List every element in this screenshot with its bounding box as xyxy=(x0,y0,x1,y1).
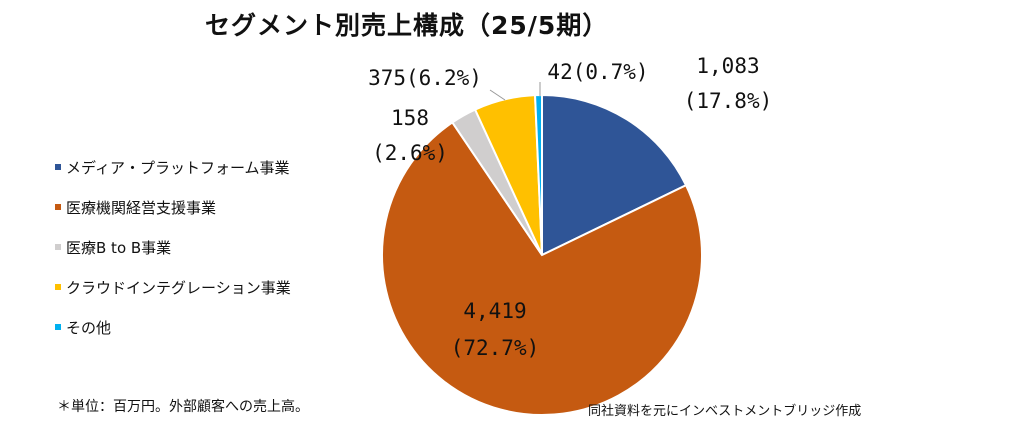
legend-label: その他 xyxy=(66,318,112,337)
legend-item: 医療B to B事業 xyxy=(55,237,291,257)
legend-swatch xyxy=(55,204,61,210)
legend-item: 医療機関経営支援事業 xyxy=(55,197,291,217)
legend-label: クラウドインテグレーション事業 xyxy=(66,278,291,297)
legend-item: メディア・プラットフォーム事業 xyxy=(55,157,291,177)
legend-swatch xyxy=(55,244,61,250)
legend-label: メディア・プラットフォーム事業 xyxy=(66,158,290,177)
unit-note: ＊単位：百万円。外部顧客への売上高。 xyxy=(57,399,309,415)
data-label: 42(0.7%) xyxy=(547,60,648,84)
data-label-percent: (17.8%) xyxy=(684,89,773,113)
data-label-percent: (72.7%) xyxy=(451,336,540,360)
legend-item: その他 xyxy=(55,317,291,337)
data-label-percent: (2.6%) xyxy=(372,141,448,165)
legend: メディア・プラットフォーム事業 医療機関経営支援事業 医療B to B事業クラウドイ… xyxy=(55,157,291,357)
label-leader-line xyxy=(489,89,506,101)
pie-slice xyxy=(381,121,703,416)
legend-swatch xyxy=(55,164,61,170)
legend-label: 医療B to B事業 xyxy=(66,238,172,257)
chart-title: セグメント別売上構成（25/5期） xyxy=(205,11,609,40)
data-label: 375(6.2%) xyxy=(368,66,482,90)
data-label-value: 4,419 xyxy=(463,299,526,323)
data-label-value: 158 xyxy=(391,106,429,130)
legend-item: クラウドインテグレーション事業 xyxy=(55,277,291,297)
data-label-value: 1,083 xyxy=(696,54,759,78)
legend-swatch xyxy=(55,324,61,330)
legend-label: 医療機関経営支援事業 xyxy=(66,198,217,217)
source-note: 同社資料を元にインベストメントブリッジ作成 xyxy=(588,404,862,419)
pie-slice xyxy=(534,93,543,256)
legend-swatch xyxy=(55,284,61,290)
pie-slice xyxy=(541,93,688,257)
